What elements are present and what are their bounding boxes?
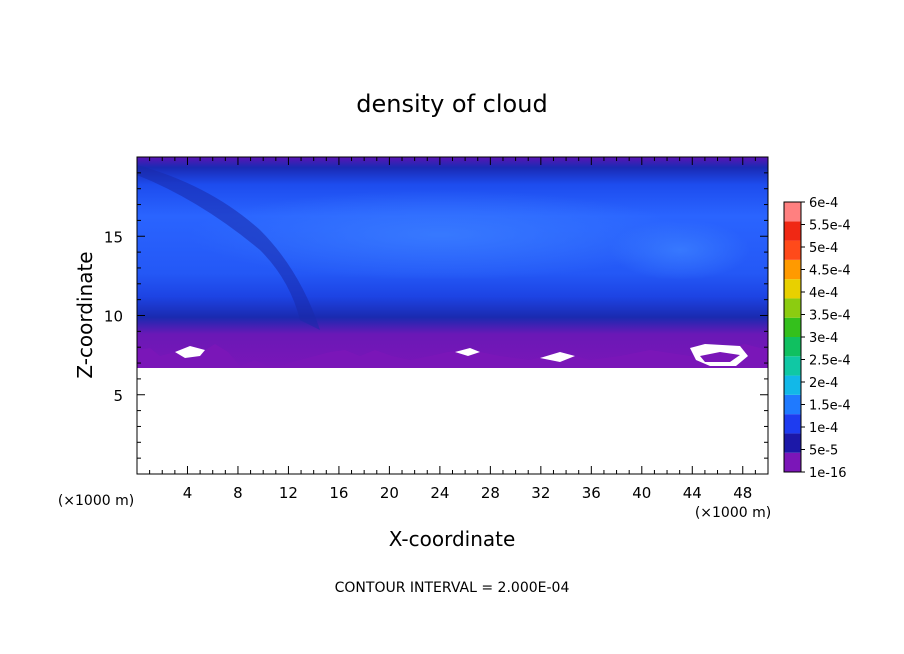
x-tick-label: 20 [380, 484, 399, 502]
x-tick-label: 32 [531, 484, 550, 502]
colorbar-label: 5e-4 [809, 241, 838, 256]
colorbar-swatch [784, 433, 801, 453]
field-patch [610, 220, 750, 280]
y-unit-label: (×1000 m) [58, 493, 134, 509]
y-tick-label: 10 [104, 308, 123, 326]
field-gap [455, 348, 480, 356]
field-lower-edge [137, 344, 768, 368]
x-tick-label: 16 [329, 484, 348, 502]
colorbar: 1e-16 5e-5 1e-4 1.5e-4 2e-4 2.5e-4 3e-4 3.5e-4 4… [783, 196, 851, 481]
field-gap [540, 352, 575, 362]
colorbar-swatch [784, 337, 801, 357]
y-axis-label: Z-coordinate [73, 251, 97, 378]
plot-area [137, 157, 768, 474]
colorbar-label: 5e-5 [809, 444, 838, 459]
contour-interval: CONTOUR INTERVAL = 2.000E-04 [335, 580, 570, 596]
colorbar-swatch [784, 202, 801, 222]
colorbar-label: 1.5e-4 [809, 399, 851, 414]
colorbar-swatch [784, 414, 801, 434]
colorbar-swatch [784, 317, 801, 337]
colorbar-swatch [784, 298, 801, 318]
colorbar-swatch [784, 259, 801, 280]
x-axis-label: X-coordinate [389, 527, 516, 551]
x-unit-label: (×1000 m) [695, 505, 771, 521]
field-patch [190, 190, 690, 280]
x-tick-label: 36 [582, 484, 601, 502]
colorbar-swatch [784, 375, 801, 395]
colorbar-swatch [784, 279, 801, 299]
colorbar-label: 6e-4 [809, 196, 838, 211]
colorbar-label: 2e-4 [809, 376, 838, 391]
x-tick-label: 44 [683, 484, 702, 502]
field-empty-region [137, 368, 768, 474]
colorbar-label: 1e-4 [809, 421, 838, 436]
chart-title: density of cloud [356, 90, 547, 118]
field-gap [175, 346, 205, 358]
y-tick-label: 5 [113, 387, 123, 405]
x-tick-label: 28 [481, 484, 500, 502]
y-axis: 5 10 15 [104, 172, 768, 459]
field-dark-streak [137, 165, 320, 330]
x-tick-label: 8 [233, 484, 243, 502]
colorbar-label: 4e-4 [809, 286, 838, 301]
x-tick-label: 24 [430, 484, 449, 502]
colorbar-label: 1e-16 [809, 466, 847, 481]
colorbar-label: 5.5e-4 [809, 219, 851, 234]
x-tick-label: 40 [632, 484, 651, 502]
colorbar-swatch [784, 356, 801, 376]
colorbar-label: 4.5e-4 [809, 264, 851, 279]
y-tick-label: 15 [104, 228, 123, 246]
colorbar-swatch [784, 394, 801, 415]
field-patch-small [700, 352, 740, 362]
x-axis: 4 8 12 16 20 24 28 32 36 40 44 48 [149, 157, 756, 502]
colorbar-swatch [784, 240, 801, 260]
x-tick-label: 48 [733, 484, 752, 502]
colorbar-label: 3.5e-4 [809, 309, 851, 324]
colorbar-swatch [784, 452, 801, 472]
x-tick-label: 12 [279, 484, 298, 502]
colorbar-label: 3e-4 [809, 331, 838, 346]
colorbar-label: 2.5e-4 [809, 354, 851, 369]
colorbar-swatch [784, 221, 801, 241]
x-tick-label: 4 [183, 484, 193, 502]
